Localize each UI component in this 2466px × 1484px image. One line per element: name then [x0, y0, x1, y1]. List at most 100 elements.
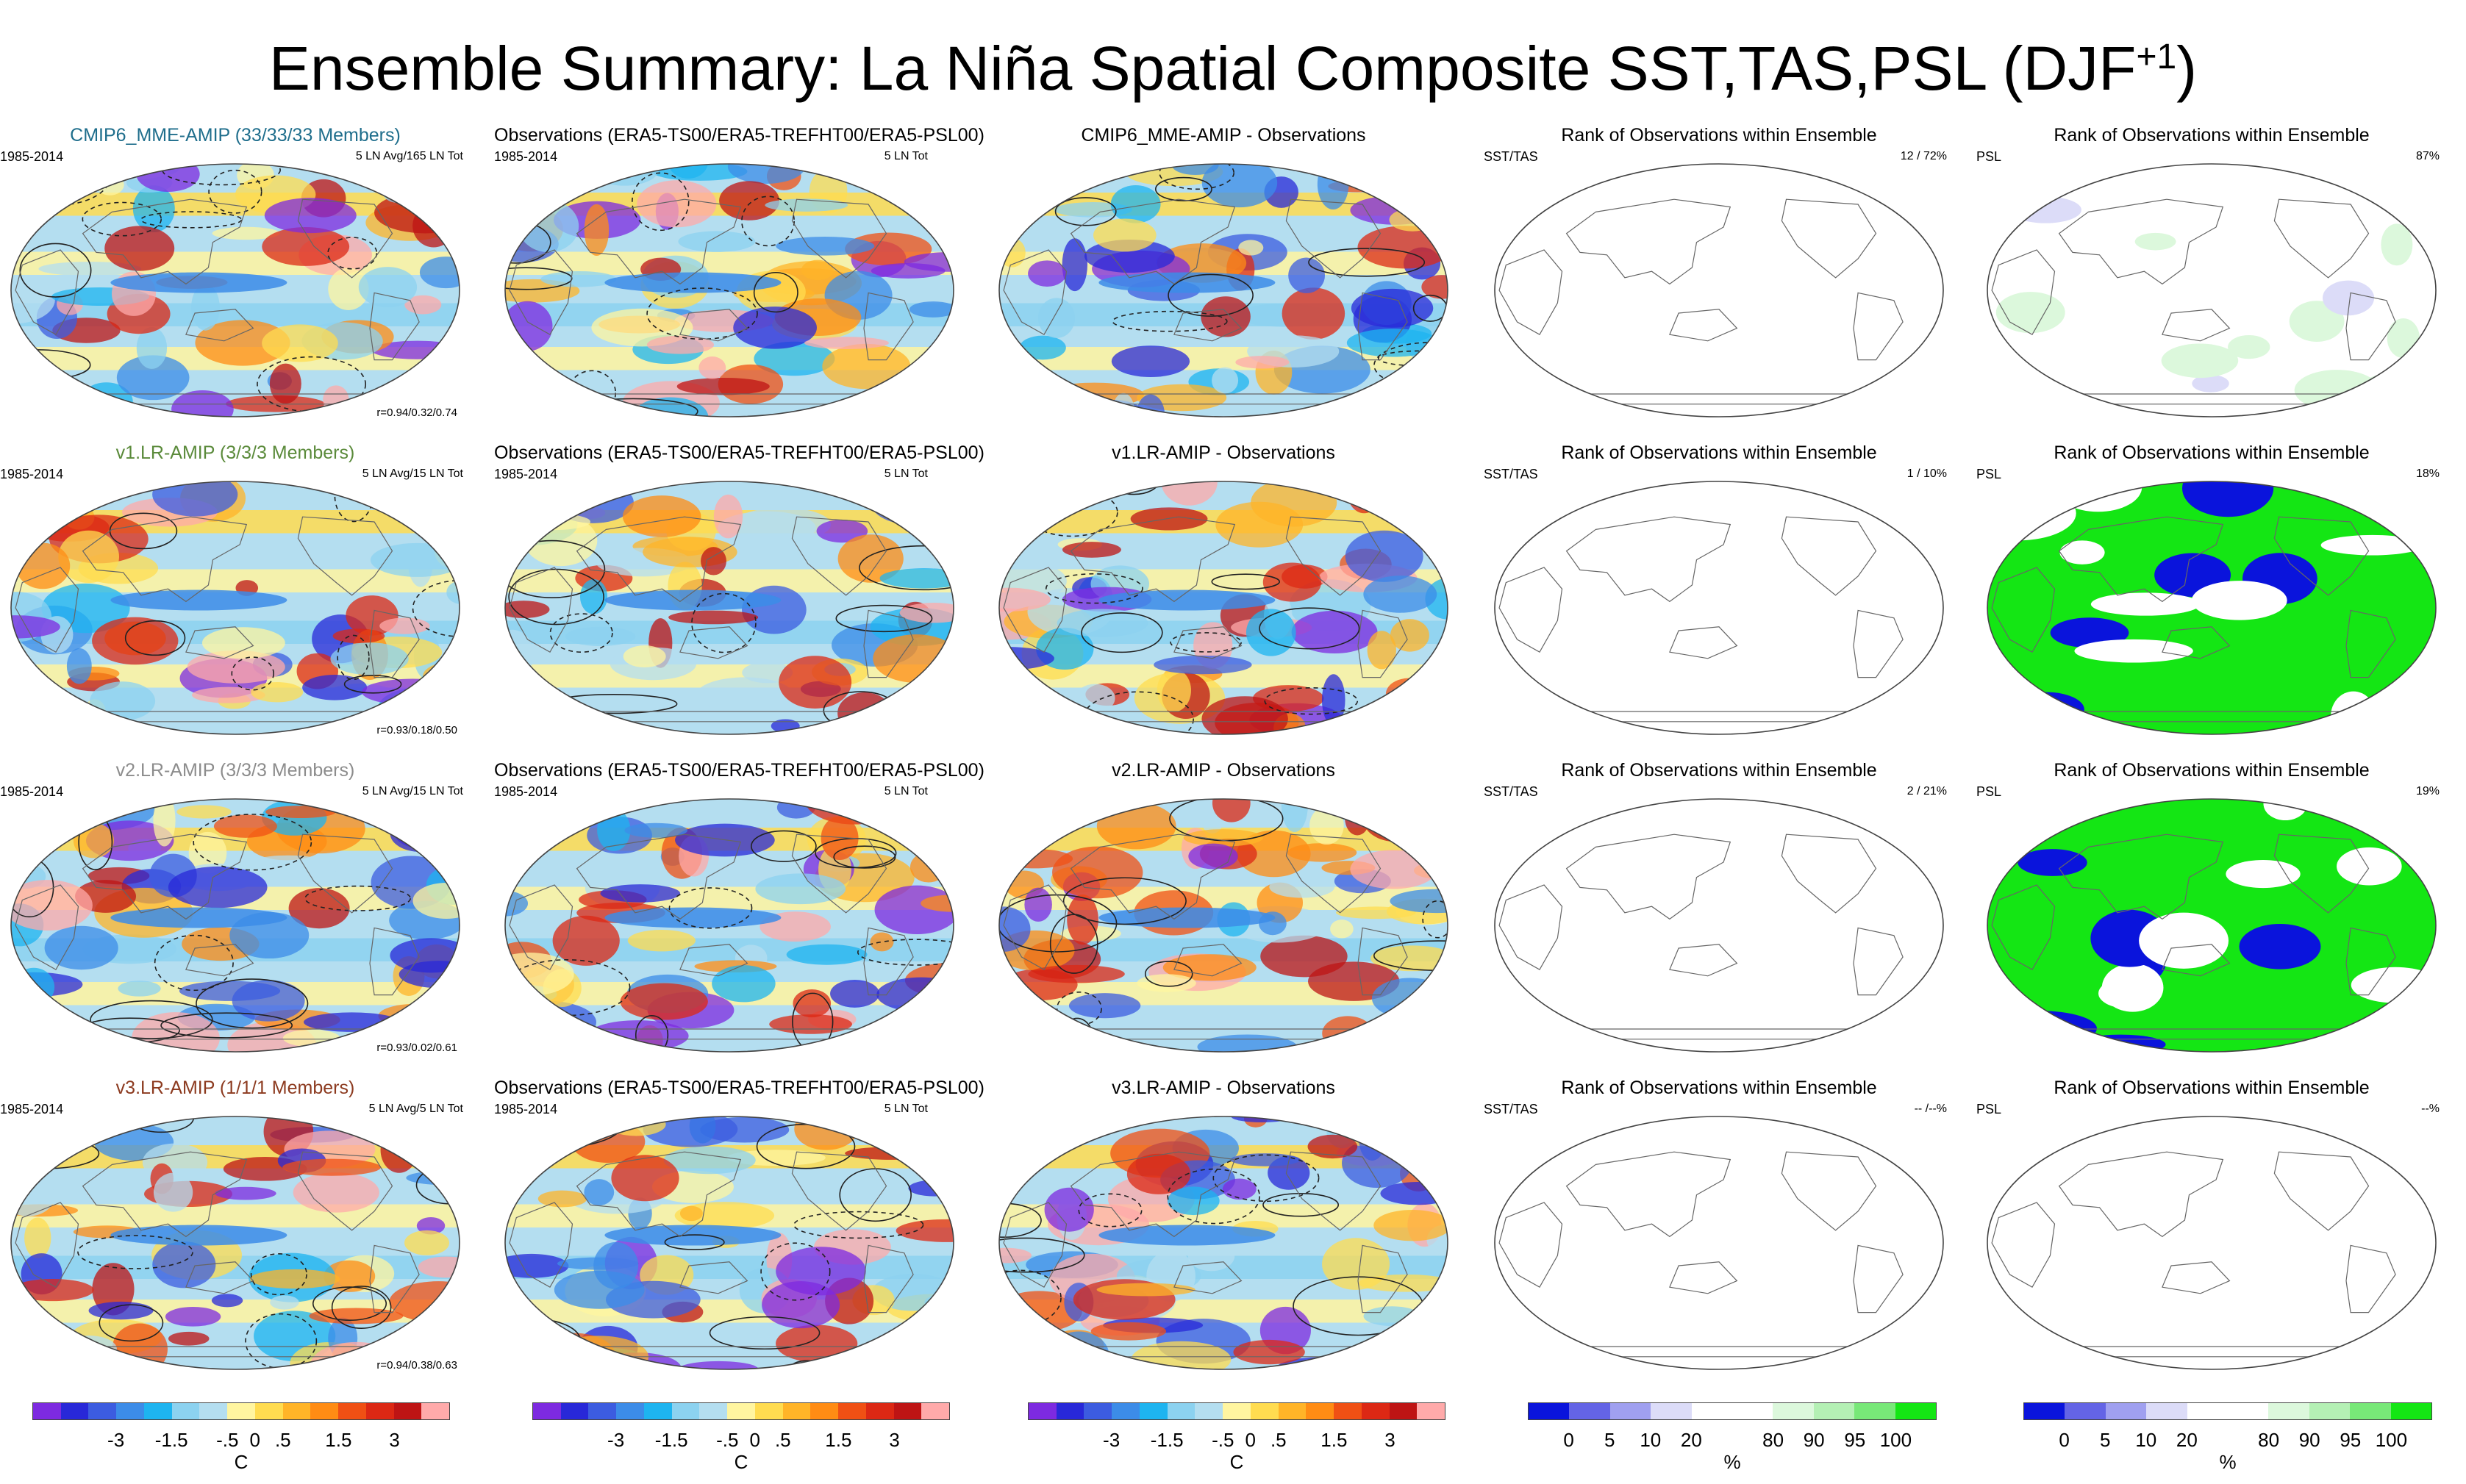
colorbar-swatch [727, 1403, 755, 1419]
colorbar-swatch [393, 1403, 422, 1419]
panel-title: Rank of Observations within Ensemble [1561, 1078, 1877, 1098]
colorbar-tick-label: 3 [389, 1429, 400, 1451]
panel-event-count: 5 LN Avg/5 LN Tot [368, 1103, 463, 1115]
colorbar-swatch [616, 1403, 644, 1419]
colorbar-swatch [60, 1403, 89, 1419]
map-panel-rank_sst-row4: Rank of Observations within Ensemble SST/… [1484, 1076, 1954, 1385]
colorbar-swatch [33, 1403, 61, 1419]
colorbar-tick-label: 20 [1680, 1429, 1702, 1451]
map-panel-obs-row3: Observations (ERA5-TS00/ERA5-TREFHT00/ER… [494, 759, 984, 1067]
colorbar-swatch [1361, 1403, 1390, 1419]
map-panel-diff-row3: v2.LR-AMIP - Observations [988, 759, 1459, 1067]
colorbar-tick-label: .5 [774, 1429, 791, 1451]
panel-event-count: 5 LN Tot [884, 1103, 928, 1115]
world-map [998, 163, 1448, 417]
panel-variable-label: PSL [1976, 467, 2002, 481]
figure-title: Ensemble Summary: La Niña Spatial Compos… [268, 34, 2198, 103]
world-map [504, 481, 954, 735]
colorbar-swatch [1084, 1403, 1112, 1419]
panel-years: 1985-2014 [494, 149, 558, 164]
panel-variable-label: SST/TAS [1484, 784, 1538, 799]
map-panel-rank_sst-row2: Rank of Observations within Ensemble SST/… [1484, 441, 1954, 750]
panel-years: 1985-2014 [0, 149, 64, 164]
colorbar-tick-label: 0 [1245, 1429, 1256, 1451]
panel-rank-value: --% [2421, 1103, 2440, 1115]
panel-variable-label: SST/TAS [1484, 467, 1538, 481]
colorbar-temp-2: -3 -1.5 -.5 0 .5 1.5 3 C [532, 1402, 950, 1483]
panel-rank-value: 87% [2415, 150, 2440, 162]
map-panel-model-row3: v2.LR-AMIP (3/3/3 Members) 1985-2014 5 LN … [0, 759, 471, 1067]
colorbar-swatch [893, 1403, 922, 1419]
colorbar-swatch [1112, 1403, 1140, 1419]
colorbar-swatch [1691, 1403, 1733, 1419]
colorbar-swatch [1139, 1403, 1168, 1419]
panel-correlation: r=0.94/0.38/0.63 [376, 1359, 457, 1372]
colorbar-tick-label: 1.5 [825, 1429, 852, 1451]
colorbar-swatch [1029, 1403, 1057, 1419]
colorbar-unit: C [1229, 1451, 1244, 1473]
colorbar-swatch [1417, 1403, 1445, 1419]
world-map [1494, 163, 1944, 417]
colorbar-tick-label: 3 [889, 1429, 900, 1451]
colorbar-swatch [1167, 1403, 1196, 1419]
colorbar-tick-label: 90 [1803, 1429, 1825, 1451]
colorbar-swatch [1609, 1403, 1651, 1419]
colorbar-swatch [2146, 1403, 2187, 1419]
colorbar-swatch [1195, 1403, 1223, 1419]
panel-years: 1985-2014 [494, 467, 558, 481]
colorbar-swatch [2268, 1403, 2309, 1419]
map-panel-obs-row2: Observations (ERA5-TS00/ERA5-TREFHT00/ER… [494, 441, 984, 750]
colorbar-swatch [2065, 1403, 2106, 1419]
colorbar-swatch [282, 1403, 311, 1419]
colorbar-swatch [1056, 1403, 1084, 1419]
colorbar-swatch [1854, 1403, 1895, 1419]
panel-title: Rank of Observations within Ensemble [2054, 442, 2370, 463]
world-map [998, 481, 1448, 735]
world-map [998, 798, 1448, 1053]
world-map [998, 1116, 1448, 1370]
panel-rank-value: 18% [2415, 467, 2440, 480]
panel-title: Rank of Observations within Ensemble [1561, 760, 1877, 781]
colorbar-swatch [88, 1403, 117, 1419]
panel-title: Rank of Observations within Ensemble [2054, 1078, 2370, 1098]
colorbar-swatch [2350, 1403, 2391, 1419]
world-map [504, 1116, 954, 1370]
colorbar-tick-label: 95 [2340, 1429, 2362, 1451]
world-map [1987, 1116, 2437, 1370]
colorbar-rank-4: 0 5 10 20 80 90 95 100% [1528, 1402, 1937, 1483]
map-panel-rank_sst-row3: Rank of Observations within Ensemble SST/… [1484, 759, 1954, 1067]
colorbar-tick-label: .5 [1270, 1429, 1287, 1451]
panel-title: Observations (ERA5-TS00/ERA5-TREFHT00/ER… [494, 760, 984, 781]
colorbar-swatch [1250, 1403, 1279, 1419]
map-panel-rank_psl-row2: Rank of Observations within Ensemble PSL 1… [1976, 441, 2447, 750]
colorbar-tick-label: -1.5 [1150, 1429, 1184, 1451]
world-map [10, 163, 460, 417]
map-panel-rank_psl-row4: Rank of Observations within Ensemble PSL -… [1976, 1076, 2447, 1385]
panel-rank-value: 12 / 72% [1900, 150, 1947, 162]
colorbar-tick-label: 5 [1604, 1429, 1615, 1451]
map-panel-diff-row1: CMIP6_MME-AMIP - Observations [988, 123, 1459, 432]
map-panel-diff-row4: v3.LR-AMIP - Observations [988, 1076, 1459, 1385]
colorbar-tick-label: 80 [1762, 1429, 1784, 1451]
colorbar-swatch [533, 1403, 561, 1419]
colorbar-swatch [2309, 1403, 2351, 1419]
colorbar-swatch [1569, 1403, 1610, 1419]
panel-event-count: 5 LN Tot [884, 785, 928, 797]
panel-event-count: 5 LN Avg/165 LN Tot [355, 150, 463, 162]
colorbar-swatch [865, 1403, 894, 1419]
panel-rank-value: 2 / 21% [1906, 785, 1947, 797]
panel-title: Rank of Observations within Ensemble [1561, 442, 1877, 463]
world-map [1494, 1116, 1944, 1370]
colorbar-swatch [310, 1403, 339, 1419]
map-panel-model-row4: v3.LR-AMIP (1/1/1 Members) 1985-2014 5 LN … [0, 1076, 471, 1385]
colorbar-temp-3: -3 -1.5 -.5 0 .5 1.5 3 C [1028, 1402, 1445, 1483]
map-panel-obs-row4: Observations (ERA5-TS00/ERA5-TREFHT00/ER… [494, 1076, 984, 1385]
panel-years: 1985-2014 [494, 1102, 558, 1116]
colorbar-tick-label: 0 [2059, 1429, 2070, 1451]
map-panel-diff-row2: v1.LR-AMIP - Observations [988, 441, 1459, 750]
colorbar-tick-label: .5 [274, 1429, 291, 1451]
colorbar-swatch [1306, 1403, 1334, 1419]
colorbar-swatch [1651, 1403, 1692, 1419]
world-map [10, 1116, 460, 1370]
panel-title: Observations (ERA5-TS00/ERA5-TREFHT00/ER… [494, 442, 984, 463]
